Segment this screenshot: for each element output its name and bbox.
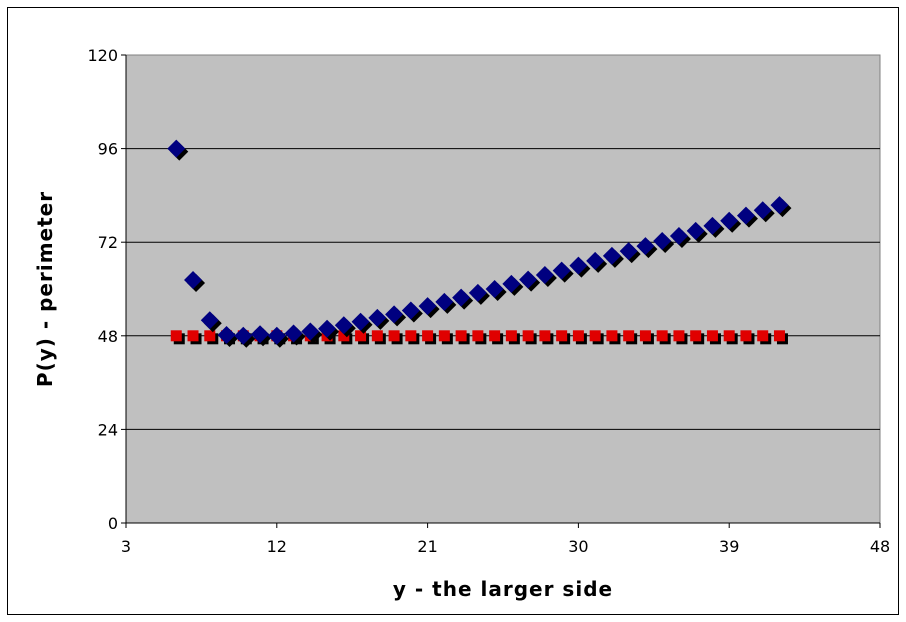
- data-point: [435, 292, 454, 311]
- data-point: [636, 237, 655, 256]
- data-point: [586, 251, 605, 270]
- data-point: [556, 330, 568, 342]
- data-point: [489, 330, 501, 342]
- data-point: [284, 324, 303, 343]
- series-1: [167, 139, 792, 348]
- data-point: [569, 256, 588, 275]
- x-tick-label: 3: [121, 537, 131, 556]
- data-point: [418, 297, 437, 316]
- data-point: [753, 201, 772, 220]
- data-point: [639, 330, 651, 342]
- x-tick-label: 30: [568, 537, 588, 556]
- x-axis-ticks: 3 12 21 30 39 48: [121, 523, 890, 556]
- data-point: [706, 330, 718, 342]
- data-point: [736, 206, 755, 225]
- data-point: [452, 288, 471, 307]
- data-point: [690, 330, 702, 342]
- x-tick-label: 48: [870, 537, 890, 556]
- data-point: [757, 330, 769, 342]
- data-point: [740, 330, 752, 342]
- x-axis-title: y - the larger side: [393, 577, 613, 601]
- data-point: [405, 330, 417, 342]
- data-point: [606, 330, 618, 342]
- data-point: [770, 196, 789, 215]
- data-point: [422, 330, 434, 342]
- data-point: [539, 330, 551, 342]
- data-point: [187, 330, 199, 342]
- x-tick-label: 21: [417, 537, 437, 556]
- y-tick-label: 72: [98, 233, 118, 252]
- data-point: [485, 280, 504, 298]
- data-point: [656, 330, 668, 342]
- x-tick-label: 12: [267, 537, 287, 556]
- data-point: [572, 330, 584, 342]
- y-tick-label: 120: [87, 46, 118, 65]
- data-point: [455, 330, 467, 342]
- y-axis-title: P(y) - perimeter: [33, 191, 57, 387]
- data-point: [535, 265, 554, 284]
- data-point: [472, 330, 484, 342]
- data-point: [167, 139, 186, 158]
- data-point: [552, 261, 571, 280]
- data-point: [371, 330, 383, 342]
- data-point: [673, 330, 685, 342]
- data-point: [368, 308, 387, 327]
- data-point: [468, 283, 487, 302]
- data-point: [589, 330, 601, 342]
- data-series: [167, 139, 792, 348]
- data-point: [388, 330, 400, 342]
- data-point: [522, 330, 534, 342]
- data-point: [619, 242, 638, 261]
- y-tick-label: 48: [98, 327, 118, 346]
- data-point: [217, 326, 236, 345]
- data-point: [334, 316, 353, 335]
- y-tick-label: 24: [98, 420, 118, 439]
- data-point: [234, 326, 253, 345]
- data-point: [720, 211, 739, 230]
- data-point: [653, 232, 672, 251]
- data-point: [355, 330, 367, 342]
- data-point: [267, 326, 286, 345]
- data-point: [170, 330, 182, 342]
- data-point: [351, 312, 370, 331]
- data-point: [301, 322, 320, 341]
- data-point: [773, 330, 785, 342]
- data-point: [204, 330, 216, 342]
- axes: [125, 55, 880, 524]
- data-point: [703, 216, 722, 235]
- data-point: [401, 301, 420, 320]
- data-point: [502, 274, 521, 293]
- data-point: [602, 246, 621, 265]
- x-tick-label: 39: [719, 537, 739, 556]
- data-point: [669, 226, 688, 245]
- data-point: [623, 330, 635, 342]
- data-point: [385, 305, 404, 324]
- data-point: [200, 311, 219, 330]
- y-tick-label: 96: [98, 140, 118, 159]
- data-point: [505, 330, 517, 342]
- y-tick-label: 0: [108, 514, 118, 533]
- data-point: [519, 270, 538, 289]
- y-axis-ticks: 0 24 48 72 96 120: [87, 46, 126, 533]
- data-point: [438, 330, 450, 342]
- data-point: [251, 325, 270, 344]
- data-point: [338, 330, 350, 342]
- data-point: [318, 319, 337, 338]
- data-point: [686, 221, 705, 240]
- data-point: [184, 271, 203, 290]
- data-point: [723, 330, 735, 342]
